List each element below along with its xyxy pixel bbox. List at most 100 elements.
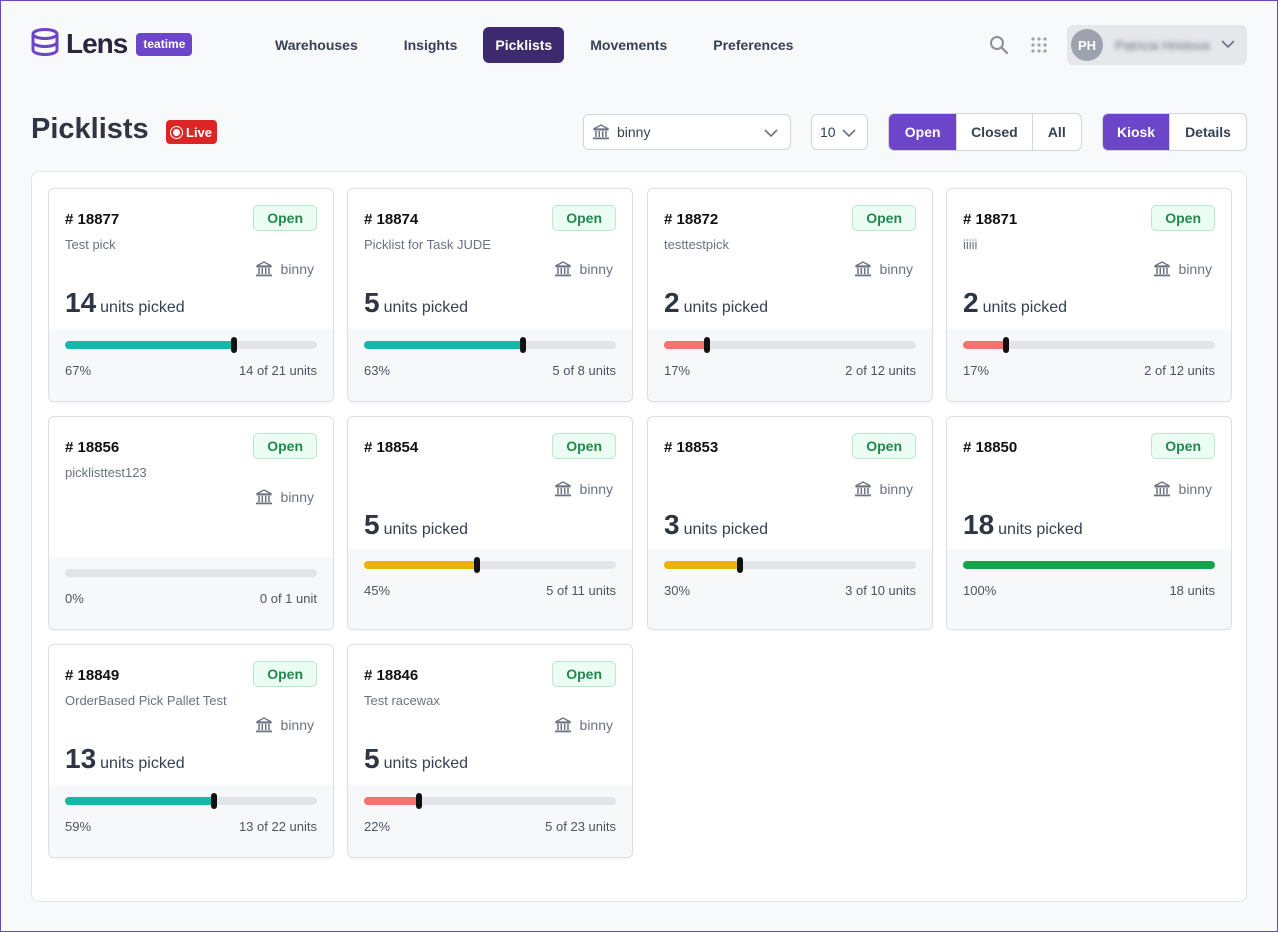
nav-picklists[interactable]: Picklists — [483, 27, 565, 63]
units-picked-count: 13 — [65, 743, 97, 774]
progress-footer: 22% 5 of 23 units — [348, 785, 632, 857]
apps-grid-icon[interactable] — [1029, 35, 1049, 55]
progress-units: 2 of 12 units — [845, 363, 916, 378]
warehouse-icon — [255, 261, 272, 277]
units-picked: 18 units picked — [963, 509, 1083, 541]
status-badge: Open — [552, 433, 616, 459]
progress-footer: 59% 13 of 22 units — [49, 785, 333, 857]
warehouse-label: binny — [554, 260, 613, 278]
filter-closed[interactable]: Closed — [956, 114, 1031, 150]
progress-marker — [210, 793, 217, 809]
progress-units: 5 of 11 units — [546, 583, 616, 598]
search-icon[interactable] — [989, 35, 1009, 55]
chevron-down-icon — [842, 129, 856, 138]
live-dot-icon — [171, 126, 182, 138]
progress-footer: 67% 14 of 21 units — [49, 329, 333, 401]
logo-text: Lens — [66, 28, 128, 59]
picklist-description: Test pick — [65, 237, 116, 252]
user-menu[interactable]: PH Patricia Hristova — [1067, 25, 1247, 65]
picklist-description: picklisttest123 — [65, 465, 147, 480]
units-picked-count: 3 — [664, 509, 680, 540]
picklist-id: # 18849 — [65, 667, 120, 684]
picklist-card[interactable]: # 18846 Open Test racewax binny 5 units picke… — [347, 644, 633, 858]
picklist-card[interactable]: # 18849 Open OrderBased Pick Pallet Test bi… — [48, 644, 334, 858]
progress-footer: 63% 5 of 8 units — [348, 329, 632, 401]
progress-percent: 22% — [364, 819, 391, 834]
live-label: Live — [186, 124, 213, 140]
progress-percent: 100% — [963, 583, 997, 598]
warehouse-select[interactable]: binny — [583, 114, 791, 150]
progress-bar — [963, 337, 1215, 353]
filter-open[interactable]: Open — [889, 114, 957, 150]
picklist-card[interactable]: # 18877 Open Test pick binny 14 units picked 6… — [48, 188, 334, 402]
progress-bar — [364, 793, 616, 809]
progress-fill — [364, 561, 478, 569]
units-picked: 5 units picked — [364, 743, 468, 775]
progress-marker — [416, 793, 423, 809]
picklist-card[interactable]: # 18874 Open Picklist for Task JUDE binny 5 u… — [347, 188, 633, 402]
progress-bar — [364, 337, 616, 353]
picklist-card[interactable]: # 18871 Open iiiii binny 2 units picked 17% 2 o… — [946, 188, 1232, 402]
nav-preferences[interactable]: Preferences — [713, 37, 794, 53]
progress-fill — [963, 341, 1006, 349]
units-picked: 5 units picked — [364, 509, 468, 541]
progress-footer: 45% 5 of 11 units — [348, 549, 632, 629]
picklist-card[interactable]: # 18854 Open binny 5 units picked 45% 5 of 11 … — [347, 416, 633, 630]
picklist-card[interactable]: # 18872 Open testtestpick binny 2 units picke… — [647, 188, 933, 402]
page-size-select[interactable]: 10 — [811, 114, 868, 150]
status-badge: Open — [1151, 433, 1215, 459]
view-details[interactable]: Details — [1169, 114, 1246, 150]
picklist-card[interactable]: # 18850 Open binny 18 units picked 100% 18 uni… — [946, 416, 1232, 630]
units-picked-label: units picked — [100, 299, 185, 316]
progress-bar — [364, 557, 616, 573]
units-picked-count: 2 — [963, 287, 979, 318]
warehouse-name: binny — [280, 489, 314, 505]
warehouse-icon — [854, 261, 871, 277]
picklist-id: # 18856 — [65, 439, 120, 456]
warehouse-label: binny — [255, 260, 314, 278]
progress-footer: 17% 2 of 12 units — [947, 329, 1231, 401]
progress-fill — [364, 797, 420, 805]
user-name: Patricia Hristova — [1115, 37, 1210, 53]
warehouse-name: binny — [579, 481, 613, 497]
units-picked-count: 5 — [364, 743, 380, 774]
picklist-card[interactable]: # 18853 Open binny 3 units picked 30% 3 of 10 … — [647, 416, 933, 630]
progress-fill — [364, 341, 523, 349]
units-picked-count: 5 — [364, 509, 380, 540]
warehouse-label: binny — [854, 480, 913, 498]
warehouse-icon — [1153, 261, 1170, 277]
page-size-value: 10 — [820, 124, 836, 140]
view-kiosk[interactable]: Kiosk — [1103, 114, 1170, 150]
logo[interactable]: Lens teatime — [30, 28, 193, 60]
progress-marker — [703, 337, 710, 353]
picklist-id: # 18854 — [364, 439, 419, 456]
progress-marker — [1002, 337, 1009, 353]
progress-fill — [65, 797, 214, 805]
progress-bar — [65, 337, 317, 353]
lens-logo-icon — [31, 28, 59, 57]
filter-all[interactable]: All — [1031, 114, 1081, 150]
live-badge: Live — [166, 120, 217, 144]
warehouse-icon — [1153, 481, 1170, 497]
units-picked-count: 5 — [364, 287, 380, 318]
warehouse-icon — [255, 489, 272, 505]
picklist-card[interactable]: # 18856 Open picklisttest123 binny 0% 0 of 1 … — [48, 416, 334, 630]
warehouse-label: binny — [854, 260, 913, 278]
picklist-id: # 18874 — [364, 211, 419, 228]
progress-marker — [519, 337, 526, 353]
progress-marker — [736, 557, 743, 573]
picklist-description: Picklist for Task JUDE — [364, 237, 491, 252]
status-filter: Open Closed All — [888, 113, 1082, 151]
progress-marker — [230, 337, 237, 353]
picklist-grid: # 18877 Open Test pick binny 14 units picked 6… — [31, 171, 1247, 902]
progress-bar — [65, 793, 317, 809]
units-picked-label: units picked — [383, 299, 469, 316]
view-mode-toggle: Kiosk Details — [1102, 113, 1247, 151]
nav-warehouses[interactable]: Warehouses — [275, 37, 358, 53]
progress-fill — [963, 561, 1215, 569]
tenant-badge: teatime — [136, 32, 193, 56]
picklist-id: # 18850 — [963, 439, 1018, 456]
nav-movements[interactable]: Movements — [590, 37, 668, 53]
units-picked-label: units picked — [982, 299, 1068, 316]
nav-insights[interactable]: Insights — [403, 37, 458, 53]
